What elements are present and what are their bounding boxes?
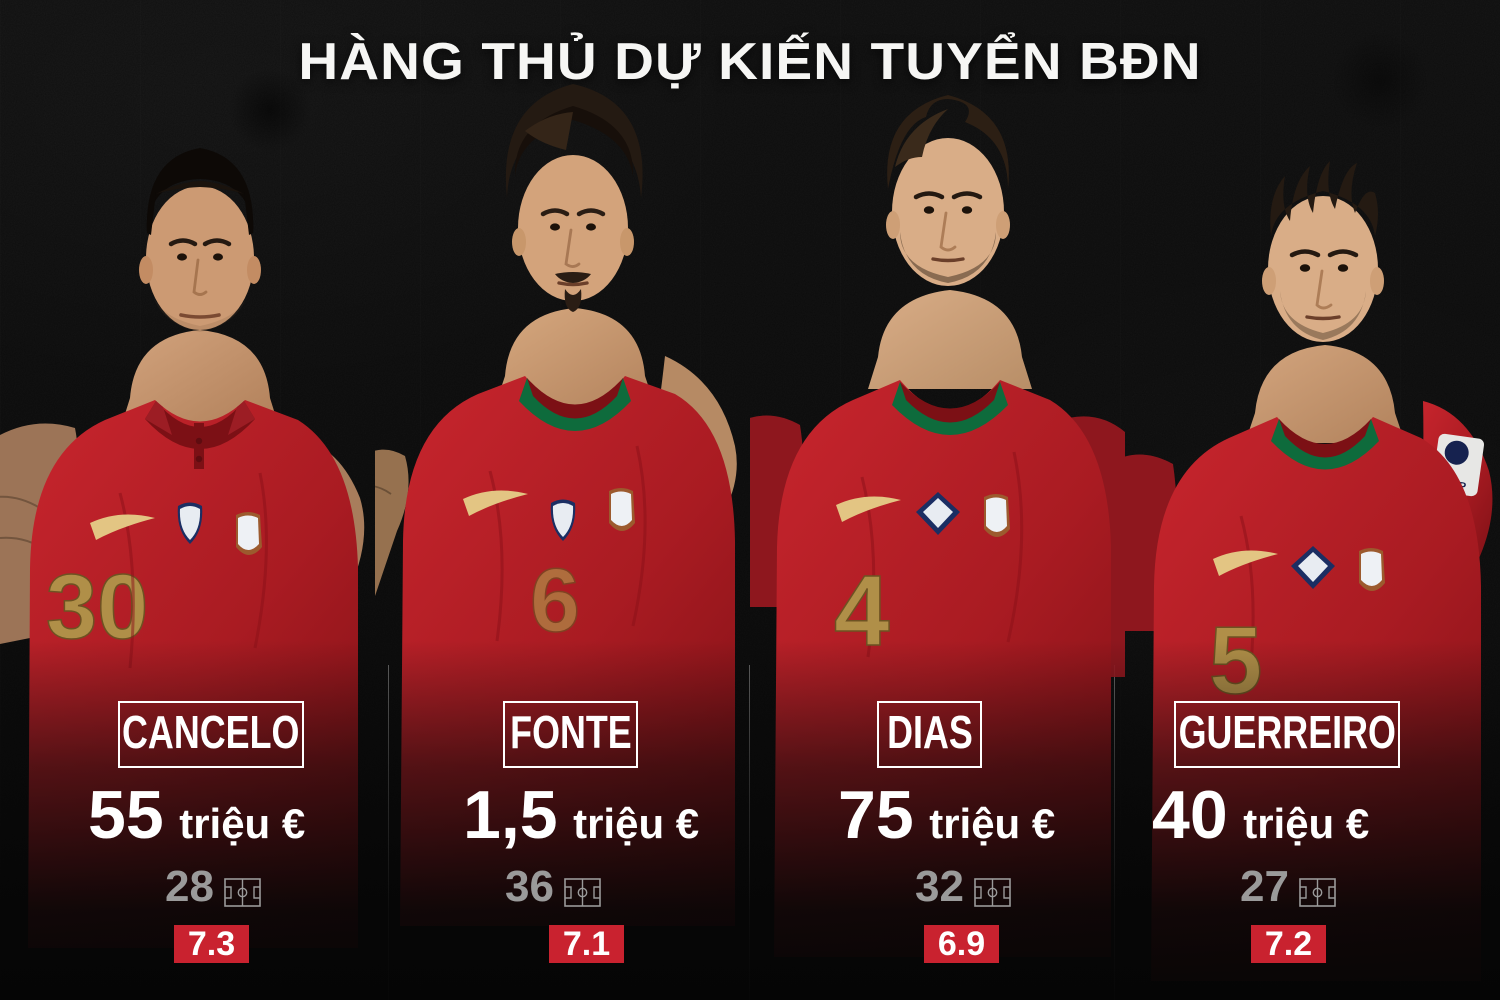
svg-text:6: 6 — [530, 551, 580, 651]
